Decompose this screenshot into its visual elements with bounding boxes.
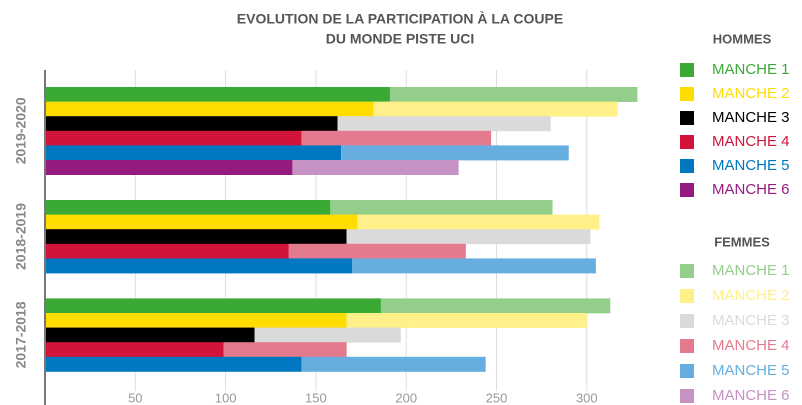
legend-label: MANCHE 3	[712, 109, 790, 126]
bar	[45, 200, 331, 215]
x-tick-label: 50	[128, 390, 142, 405]
y-tick-label: 2017-2018	[13, 301, 29, 368]
bar	[45, 258, 353, 274]
legend-swatch	[680, 135, 694, 149]
legend-swatch	[680, 87, 694, 101]
bar	[45, 116, 338, 132]
x-tick-label: 300	[576, 390, 598, 405]
legend-label: MANCHE 1	[712, 61, 790, 78]
chart-title: EVOLUTION DE LA PARTICIPATION À LA COUPE	[237, 11, 563, 27]
bar	[45, 243, 289, 259]
legend-swatch	[680, 364, 694, 378]
legend-swatch	[680, 159, 694, 173]
bar	[301, 356, 486, 372]
legend-label: MANCHE 6	[712, 181, 790, 198]
legend-swatch	[680, 314, 694, 328]
bar	[380, 298, 611, 314]
bar	[301, 130, 492, 146]
legend-label: MANCHE 1	[712, 262, 790, 279]
chart-title: DU MONDE PISTE UCI	[326, 31, 475, 47]
bar	[288, 243, 466, 259]
legend-swatch	[680, 339, 694, 353]
x-tick-label: 200	[395, 390, 417, 405]
bar	[45, 327, 255, 343]
bar	[341, 145, 569, 161]
bar	[45, 313, 347, 328]
bar	[330, 200, 553, 215]
bar	[254, 327, 401, 343]
bar	[45, 214, 358, 230]
legend-label: MANCHE 2	[712, 85, 790, 102]
bar	[45, 342, 224, 358]
legend-swatch	[680, 264, 694, 278]
legend-label: MANCHE 5	[712, 157, 790, 174]
bar	[45, 101, 374, 117]
legend-label: MANCHE 4	[712, 133, 790, 150]
legend-label: MANCHE 2	[712, 287, 790, 304]
bar	[352, 258, 596, 274]
legend-label: MANCHE 3	[712, 312, 790, 329]
bar	[337, 116, 551, 132]
bar	[357, 214, 600, 230]
legend-swatch	[680, 183, 694, 197]
x-tick-label: 150	[305, 390, 327, 405]
bar	[346, 229, 591, 245]
bar	[373, 101, 618, 117]
bar	[45, 145, 342, 161]
bar	[45, 229, 347, 245]
bar	[292, 160, 459, 175]
legend-title: FEMMES	[714, 234, 770, 249]
bar	[45, 87, 390, 102]
x-tick-label: 100	[215, 390, 237, 405]
bar	[346, 313, 587, 328]
legend-swatch	[680, 389, 694, 403]
legend-title: HOMMES	[713, 31, 772, 46]
bar	[45, 356, 302, 372]
y-tick-label: 2018-2019	[13, 203, 29, 270]
y-tick-label: 2019-2020	[13, 97, 29, 164]
bar	[45, 160, 293, 175]
legend-label: MANCHE 5	[712, 362, 790, 379]
legend-swatch	[680, 289, 694, 303]
legend-swatch	[680, 63, 694, 77]
legend-swatch	[680, 111, 694, 125]
bar	[223, 342, 347, 358]
x-tick-label: 250	[486, 390, 508, 405]
bar	[389, 87, 638, 102]
legend-label: MANCHE 6	[712, 387, 790, 404]
bar	[45, 298, 381, 314]
legend-label: MANCHE 4	[712, 337, 790, 354]
bar	[45, 130, 302, 146]
